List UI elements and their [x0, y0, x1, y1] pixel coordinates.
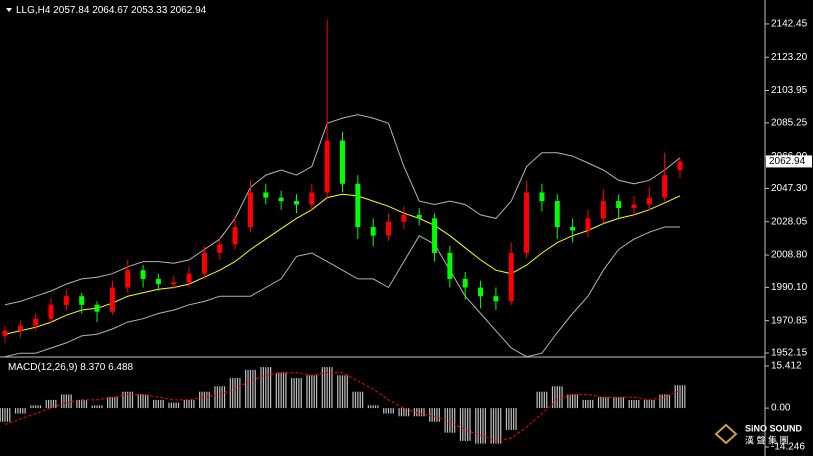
candle-body	[217, 244, 223, 253]
candle-body	[416, 214, 422, 219]
candle-body	[370, 227, 376, 236]
candle-body	[662, 175, 668, 198]
candle-body	[355, 183, 361, 228]
candle-body	[600, 201, 606, 219]
macd-y-tick-label: -14.246	[771, 442, 805, 453]
candle-body	[508, 252, 514, 302]
candle-body	[524, 192, 530, 253]
candle-body	[493, 296, 499, 302]
ohlc-value: 2062.94	[170, 5, 207, 16]
ohlc-value: 2053.33	[131, 5, 168, 16]
candle-body	[677, 161, 683, 171]
y-tick-label: 2103.95	[771, 85, 808, 96]
candle-body	[17, 325, 23, 331]
watermark: SiNO SOUND 漢 聲 集 團	[714, 423, 803, 445]
candle-body	[324, 140, 330, 193]
candle-body	[293, 201, 299, 205]
candle-body	[247, 192, 253, 228]
macd-signal-value: 6.488	[108, 362, 133, 373]
candle-body	[2, 330, 8, 336]
candle-body	[94, 304, 100, 312]
band-lower	[4, 226, 680, 358]
y-tick-label: 2047.30	[771, 183, 808, 194]
y-tick-label: 2008.80	[771, 250, 808, 261]
candle-body	[478, 287, 484, 297]
y-tick-label: 1990.10	[771, 282, 808, 293]
band-upper	[4, 114, 681, 306]
band-middle	[4, 193, 681, 335]
macd-y-tick-label: 0.00	[771, 403, 791, 414]
candle-body	[432, 218, 438, 253]
macd-name: MACD(12,26,9)	[8, 362, 77, 373]
current-price-box	[766, 155, 812, 168]
candle-body	[309, 192, 315, 205]
candle-body	[263, 192, 269, 198]
y-tick-label: 1952.15	[771, 348, 808, 359]
candle-body	[386, 221, 392, 236]
candle-body	[631, 204, 637, 208]
candle-body	[125, 270, 131, 288]
candle-body	[232, 227, 238, 245]
candle-body	[109, 287, 115, 312]
candle-body	[48, 304, 54, 319]
ohlc-value: 2057.84	[53, 5, 90, 16]
y-tick-label: 2085.25	[771, 117, 808, 128]
candle-body	[155, 278, 161, 285]
candle-body	[646, 197, 652, 205]
macd-header: MACD(12,26,9) 8.370 6.488	[8, 362, 134, 373]
chart-header: LLG,H4 2057.84 2064.67 2053.33 2062.94	[16, 5, 207, 16]
candle-body	[186, 273, 192, 283]
macd-value: 8.370	[80, 362, 105, 373]
candle-body	[33, 318, 39, 326]
candle-body	[585, 218, 591, 231]
y-tick-label: 2142.45	[771, 19, 808, 30]
candle-body	[554, 201, 560, 228]
symbol: LLG,H4	[16, 5, 51, 16]
macd-y-tick-label: 15.412	[771, 361, 802, 372]
candle-body	[616, 201, 622, 208]
macd-signal	[4, 372, 681, 442]
candle-body	[201, 252, 207, 274]
candle-body	[447, 252, 453, 279]
candle-body	[539, 192, 545, 202]
current-price-label: 2062.94	[769, 156, 806, 167]
candle-body	[79, 296, 85, 305]
candle-body	[278, 197, 284, 202]
candle-body	[462, 278, 468, 288]
y-tick-label: 2123.20	[771, 52, 808, 63]
ohlc-value: 2064.67	[92, 5, 129, 16]
candle-body	[171, 282, 177, 285]
y-tick-label: 1970.85	[771, 315, 808, 326]
watermark-text: 漢 聲 集 團	[745, 434, 789, 445]
menu-arrow	[6, 8, 12, 12]
candle-body	[340, 140, 345, 184]
candle-body	[570, 227, 576, 231]
candle-body	[401, 214, 407, 222]
y-tick-label: 2028.05	[771, 216, 808, 227]
watermark-text: SiNO SOUND	[745, 423, 803, 433]
logo-icon	[714, 423, 738, 445]
candle-body	[63, 296, 69, 305]
candle-body	[140, 270, 146, 279]
